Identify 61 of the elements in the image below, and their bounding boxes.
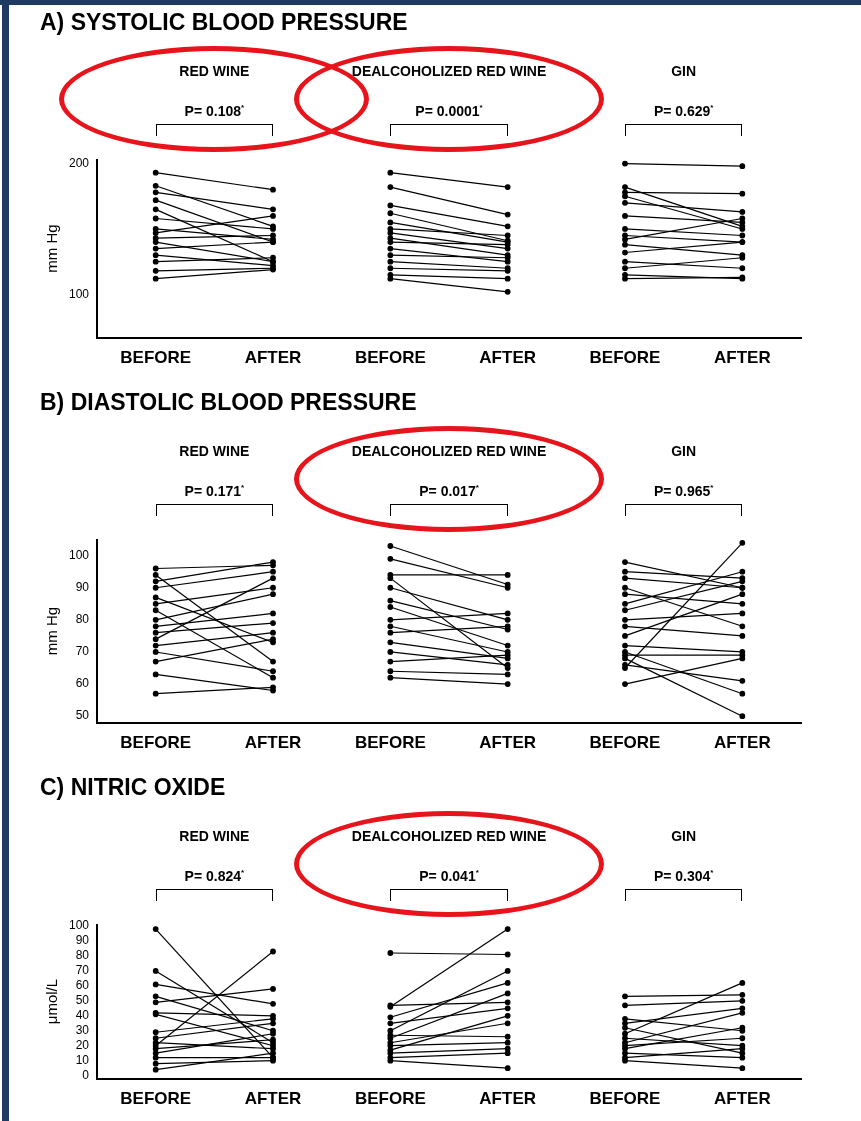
x-tick-label: BEFORE bbox=[354, 348, 426, 368]
text: P= 0.629* bbox=[653, 102, 715, 119]
y-tick-label: 80 bbox=[75, 948, 90, 963]
y-tick-label: 100 bbox=[68, 286, 90, 301]
y-tick-label: 70 bbox=[75, 644, 90, 659]
y-tick-label: 30 bbox=[75, 1023, 90, 1038]
x-tick-label: AFTER bbox=[714, 733, 771, 753]
x-tick-label: AFTER bbox=[479, 1089, 537, 1109]
chart-title: B) DIASTOLIC BLOOD PRESSURE bbox=[40, 389, 417, 416]
text: GIN bbox=[671, 62, 697, 79]
y-tick-label: 50 bbox=[75, 993, 90, 1008]
text: P= 0.171* bbox=[184, 482, 246, 499]
y-tick-label: 100 bbox=[68, 918, 90, 933]
x-tick-label: BEFORE bbox=[120, 1089, 192, 1109]
y-tick-label: 90 bbox=[75, 933, 90, 948]
y-tick-label: 10 bbox=[75, 1052, 90, 1067]
x-tick-label: AFTER bbox=[244, 348, 302, 368]
x-tick-label: AFTER bbox=[479, 733, 537, 753]
text: P= 0.0001* bbox=[415, 102, 484, 119]
x-tick-label: AFTER bbox=[714, 348, 771, 368]
y-tick-label: 100 bbox=[68, 547, 90, 562]
y-axis-title: μmol/L bbox=[43, 978, 61, 1025]
y-axis-title: mm Hg bbox=[43, 224, 61, 273]
x-tick-label: BEFORE bbox=[120, 348, 192, 368]
y-tick-label: 90 bbox=[75, 580, 90, 595]
x-tick-label: BEFORE bbox=[354, 1089, 426, 1109]
y-tick-label: 80 bbox=[75, 612, 90, 627]
chart-title: A) SYSTOLIC BLOOD PRESSURE bbox=[40, 9, 408, 36]
y-tick-label: 60 bbox=[75, 676, 90, 691]
text: P= 0.304* bbox=[653, 867, 715, 884]
x-tick-label: BEFORE bbox=[589, 733, 661, 753]
y-tick-label: 40 bbox=[75, 1008, 90, 1023]
text: P= 0.017* bbox=[419, 482, 480, 499]
y-tick-label: 60 bbox=[75, 978, 90, 993]
text: P= 0.041* bbox=[419, 867, 480, 884]
y-axis-title: mm Hg bbox=[43, 606, 61, 656]
text: DEALCOHOLIZED RED WINE bbox=[351, 62, 547, 79]
text: P= 0.824* bbox=[184, 867, 246, 884]
x-tick-label: AFTER bbox=[479, 348, 537, 368]
chart-title: C) NITRIC OXIDE bbox=[40, 774, 226, 801]
y-tick-label: 50 bbox=[75, 708, 90, 723]
x-tick-label: BEFORE bbox=[354, 733, 426, 753]
text: RED WINE bbox=[179, 62, 250, 79]
y-tick-label: 70 bbox=[75, 963, 90, 978]
x-tick-label: BEFORE bbox=[589, 348, 661, 368]
text: GIN bbox=[671, 827, 697, 844]
y-tick-label: 200 bbox=[68, 155, 90, 170]
x-tick-label: AFTER bbox=[244, 733, 302, 753]
x-tick-label: BEFORE bbox=[589, 1089, 661, 1109]
text: RED WINE bbox=[179, 442, 250, 459]
x-tick-label: BEFORE bbox=[120, 733, 192, 753]
text: P= 0.108* bbox=[184, 102, 246, 119]
x-tick-label: AFTER bbox=[714, 1089, 771, 1109]
x-tick-label: AFTER bbox=[244, 1089, 302, 1109]
text: RED WINE bbox=[179, 827, 250, 844]
y-tick-label: 20 bbox=[75, 1038, 90, 1053]
text: P= 0.965* bbox=[653, 482, 715, 499]
y-tick-label: 0 bbox=[82, 1067, 90, 1082]
text: DEALCOHOLIZED RED WINE bbox=[351, 442, 547, 459]
text: GIN bbox=[671, 442, 697, 459]
text: DEALCOHOLIZED RED WINE bbox=[351, 827, 547, 844]
